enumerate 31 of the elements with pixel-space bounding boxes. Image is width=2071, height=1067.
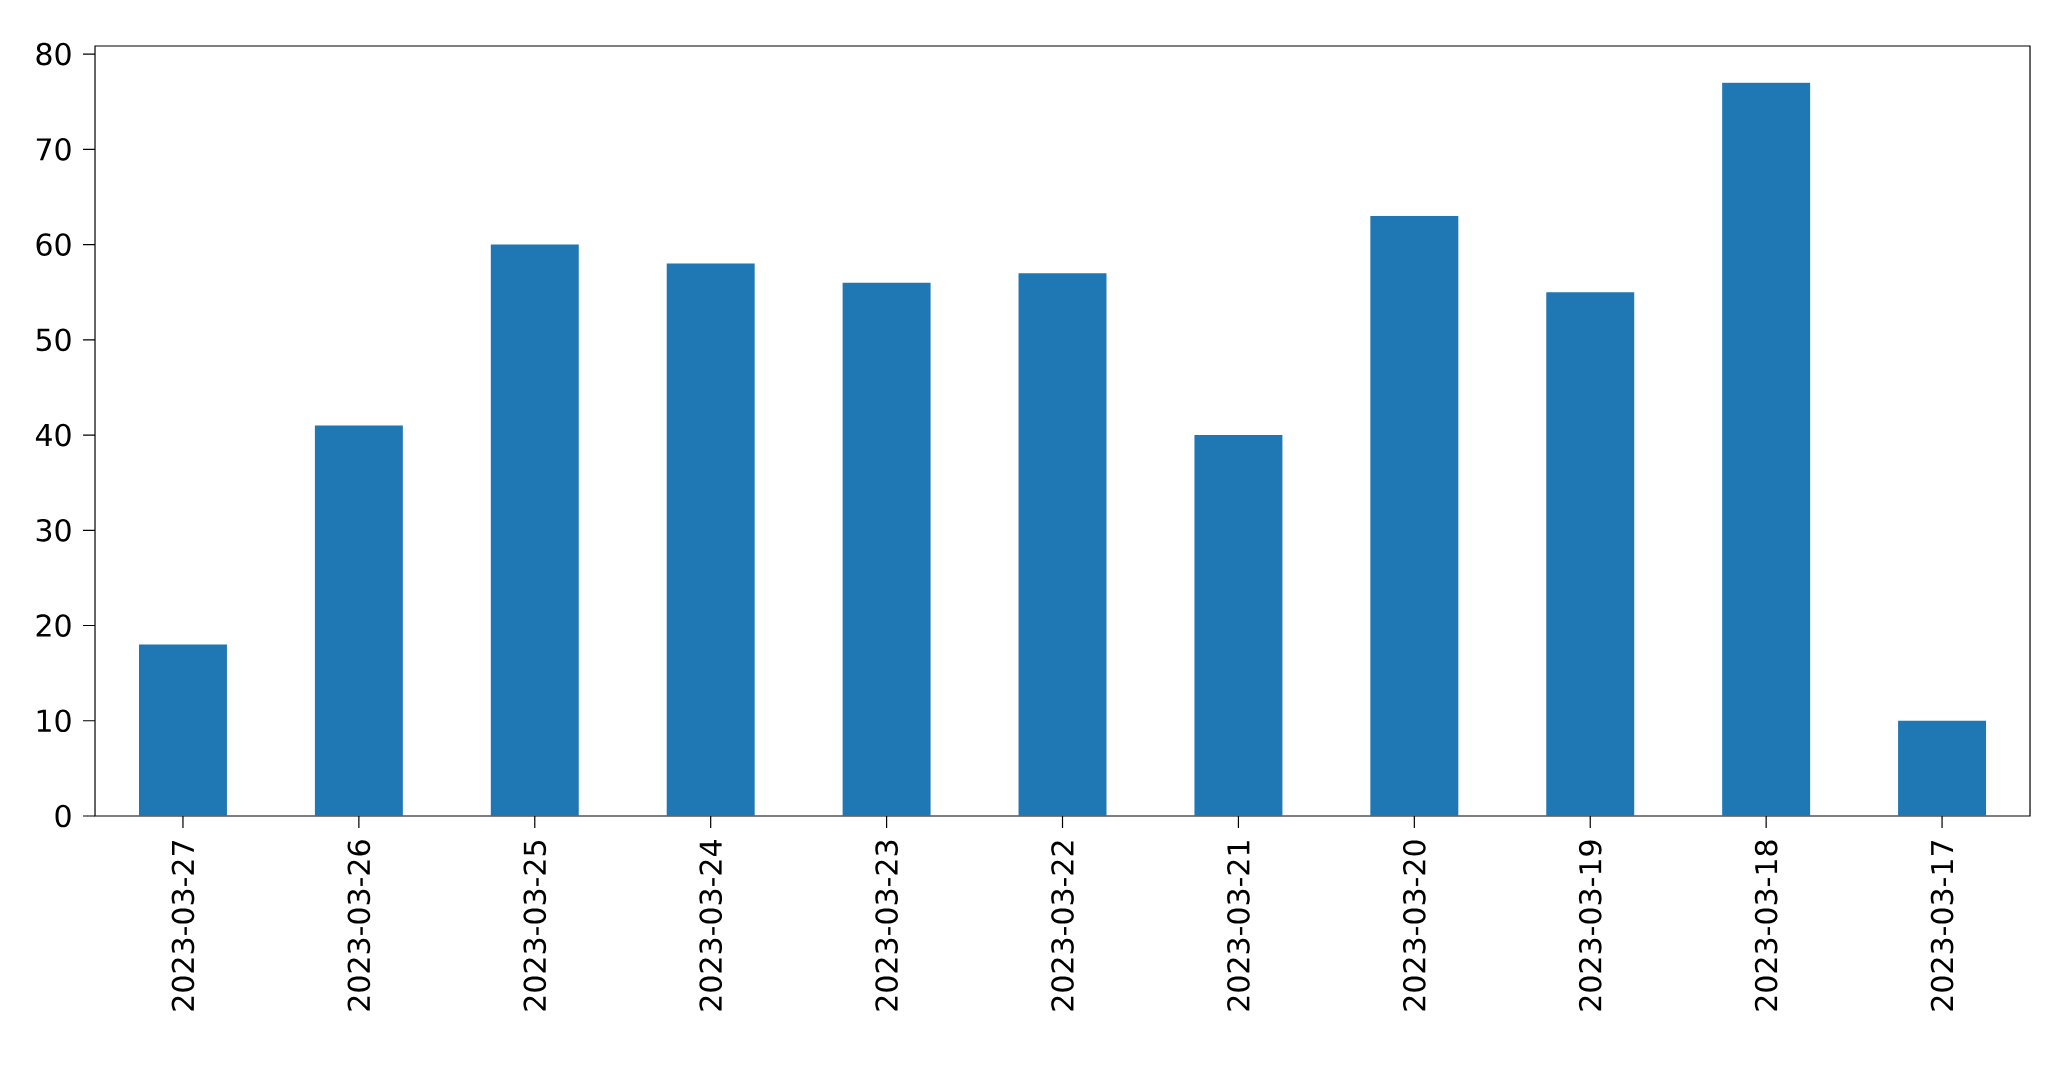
x-tick-label: 2023-03-20 <box>1402 840 1426 1011</box>
y-tick-label: 30 <box>36 518 71 542</box>
x-tick-label: 2023-03-17 <box>1930 841 1954 1011</box>
y-tick-label: 70 <box>36 137 71 161</box>
y-tick-label: 0 <box>55 804 71 828</box>
bar <box>1722 82 1811 816</box>
x-tick-label: 2023-03-27 <box>171 841 195 1011</box>
bar <box>490 244 579 816</box>
y-tick-label: 40 <box>35 423 71 447</box>
y-tick-label: 10 <box>37 709 71 733</box>
y-tick-label: 80 <box>36 42 71 66</box>
bar <box>314 425 403 816</box>
x-tick-label: 2023-03-26 <box>347 840 371 1011</box>
bar <box>842 282 931 816</box>
bar <box>1898 720 1987 816</box>
bar <box>1018 273 1107 816</box>
bar <box>1546 292 1635 816</box>
x-tick-label: 2023-03-18 <box>1754 840 1778 1011</box>
bar <box>1194 435 1283 816</box>
x-tick-label: 2023-03-25 <box>523 841 547 1011</box>
x-tick-label: 2023-03-21 <box>1227 841 1250 1011</box>
y-tick-label: 20 <box>36 614 71 637</box>
bar <box>1370 215 1459 816</box>
bar <box>666 263 755 816</box>
x-tick-label: 2023-03-19 <box>1578 840 1602 1011</box>
x-tick-label: 2023-03-24 <box>699 840 723 1011</box>
bar <box>138 644 227 816</box>
y-tick-label: 60 <box>36 233 71 256</box>
x-tick-label: 2023-03-23 <box>875 840 898 1011</box>
x-tick-label: 2023-03-22 <box>1051 841 1074 1011</box>
y-tick-label: 50 <box>36 328 71 352</box>
